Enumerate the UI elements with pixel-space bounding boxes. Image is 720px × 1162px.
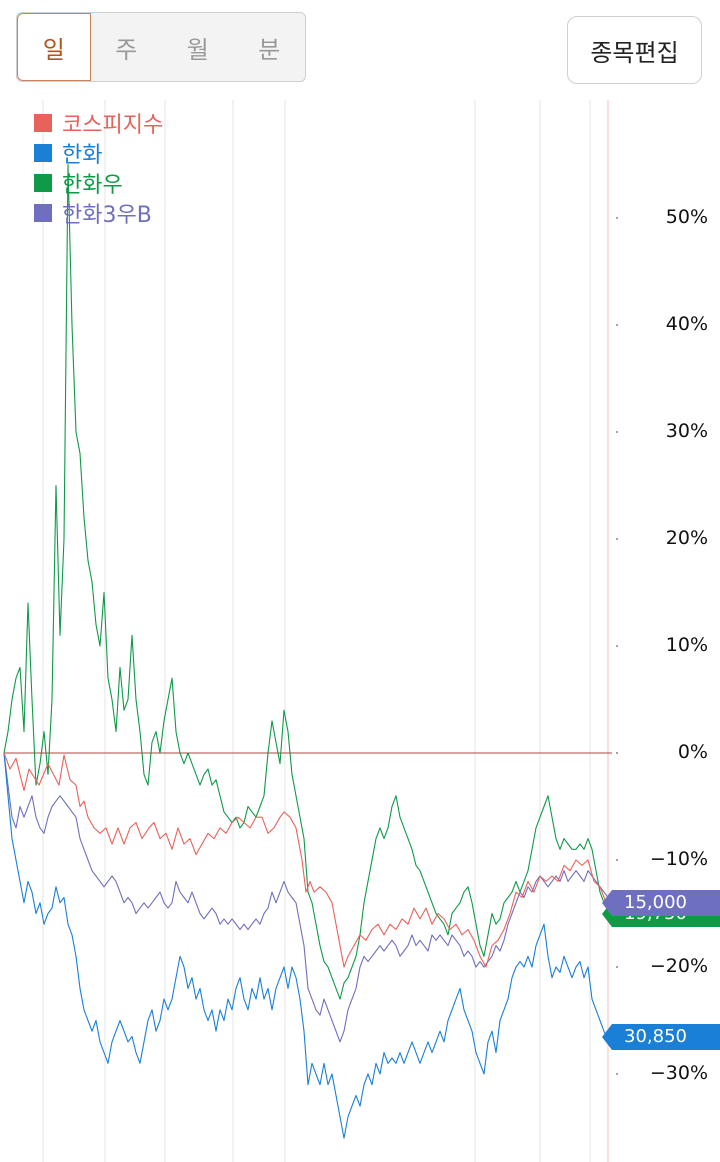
legend-label: 한화 bbox=[62, 143, 103, 168]
legend-swatch bbox=[34, 114, 52, 132]
legend-swatch bbox=[34, 204, 52, 222]
y-tick-mark bbox=[616, 859, 618, 861]
y-tick-label: −30% bbox=[649, 1062, 708, 1084]
y-tick-mark bbox=[616, 324, 618, 326]
legend-item: 코스피지수 bbox=[34, 108, 163, 138]
series-line bbox=[3, 752, 611, 1043]
legend-item: 한화3우B bbox=[34, 198, 163, 228]
tab-daily[interactable]: 일 bbox=[17, 13, 91, 81]
chart-area bbox=[0, 100, 720, 1162]
edit-stocks-button[interactable]: 종목편집 bbox=[567, 16, 702, 84]
tab-weekly[interactable]: 주 bbox=[115, 35, 138, 64]
period-tab-group: 일 주 월 분 bbox=[16, 12, 306, 82]
legend-label: 한화3우B bbox=[62, 203, 152, 228]
tab-monthly[interactable]: 월 bbox=[186, 35, 209, 64]
legend-item: 한화 bbox=[34, 138, 163, 168]
y-tick-mark bbox=[616, 752, 618, 754]
y-tick-label: −20% bbox=[649, 955, 708, 977]
y-tick-mark bbox=[616, 645, 618, 647]
y-tick-mark bbox=[616, 217, 618, 219]
y-tick-mark bbox=[616, 538, 618, 540]
last-price-tag: 30,850 bbox=[602, 1023, 720, 1050]
last-price-tag: 15,000 bbox=[602, 889, 720, 916]
legend-item: 한화우 bbox=[34, 168, 163, 198]
legend-swatch bbox=[34, 174, 52, 192]
y-tick-label: −10% bbox=[649, 848, 708, 870]
y-tick-mark bbox=[616, 1073, 618, 1075]
y-tick-label: 40% bbox=[665, 313, 708, 335]
series-line bbox=[3, 163, 611, 1000]
y-tick-label: 50% bbox=[665, 206, 708, 228]
legend-swatch bbox=[34, 144, 52, 162]
line-chart bbox=[3, 100, 618, 1162]
legend-label: 코스피지수 bbox=[62, 113, 164, 138]
y-tick-mark bbox=[616, 431, 618, 433]
tab-minute[interactable]: 분 bbox=[258, 35, 281, 64]
y-tick-label: 20% bbox=[665, 527, 708, 549]
series-line bbox=[3, 752, 611, 968]
y-tick-label: 10% bbox=[665, 634, 708, 656]
series-line bbox=[3, 752, 611, 1139]
y-tick-label: 30% bbox=[665, 420, 708, 442]
legend-label: 한화우 bbox=[62, 173, 123, 198]
y-tick-mark bbox=[616, 966, 618, 968]
y-tick-label: 0% bbox=[677, 741, 708, 763]
